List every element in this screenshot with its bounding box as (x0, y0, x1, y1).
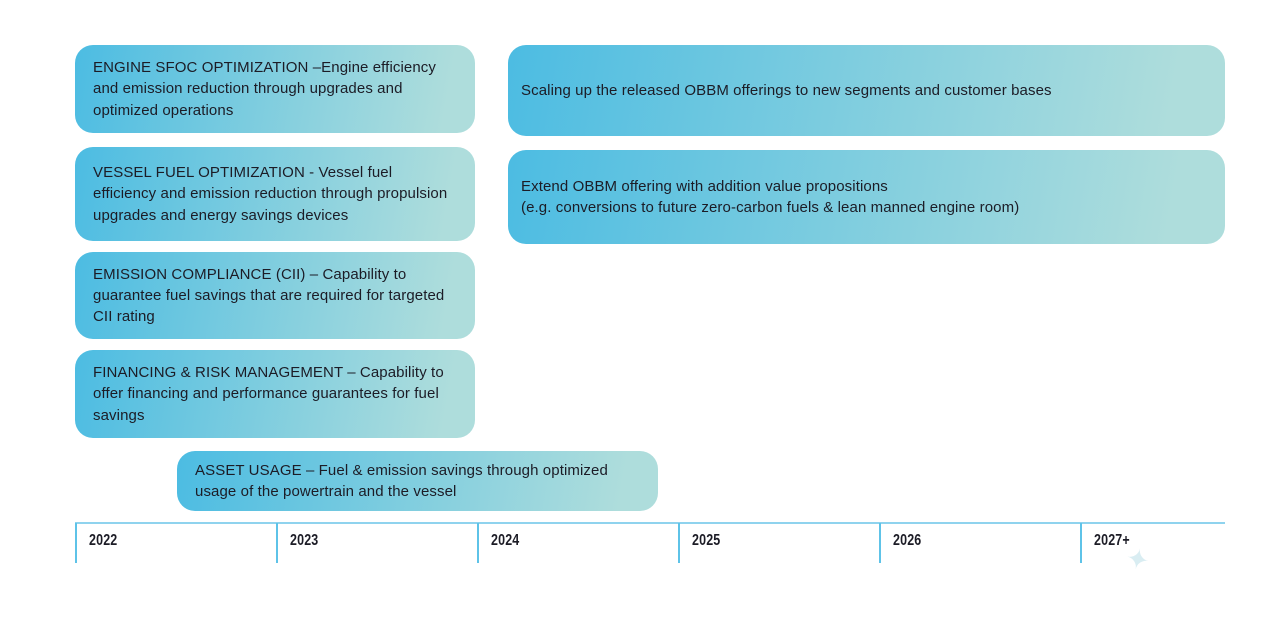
timeline-year-label: 2027+ (1094, 532, 1130, 549)
roadmap-box-scaling-up-text: Scaling up the released OBBM offerings t… (521, 81, 1052, 99)
roadmap-box-asset-usage-text: ASSET USAGE – Fuel & emission savings th… (195, 461, 608, 500)
roadmap-box-scaling-up: Scaling up the released OBBM offerings t… (508, 45, 1225, 136)
roadmap-box-vessel-fuel-text: VESSEL FUEL OPTIMIZATION - Vessel fuel e… (93, 164, 448, 224)
extend-obbm-line2: (e.g. conversions to future zero-carbon … (521, 199, 1020, 216)
timeline-year-label: 2026 (893, 532, 922, 549)
timeline-axis-line (75, 522, 1225, 524)
sparkle-icon: ✦ (1123, 541, 1153, 578)
roadmap-box-engine-sfoc-text: ENGINE SFOC OPTIMIZATION –Engine efficie… (93, 59, 437, 119)
roadmap-box-financing-risk-text: FINANCING & RISK MANAGEMENT – Capability… (93, 364, 444, 424)
timeline-cell-2022: 2022 (75, 523, 276, 563)
roadmap-box-asset-usage: ASSET USAGE – Fuel & emission savings th… (177, 451, 658, 511)
timeline-cell-2026: 2026 (879, 523, 1080, 563)
timeline-year-label: 2022 (89, 532, 118, 549)
roadmap-box-vessel-fuel: VESSEL FUEL OPTIMIZATION - Vessel fuel e… (75, 147, 475, 241)
roadmap-box-extend-obbm-text: Extend OBBM offering with addition value… (508, 176, 1032, 219)
roadmap-box-engine-sfoc: ENGINE SFOC OPTIMIZATION –Engine efficie… (75, 45, 475, 133)
roadmap-box-financing-risk: FINANCING & RISK MANAGEMENT – Capability… (75, 350, 475, 438)
timeline-cell-2023: 2023 (276, 523, 477, 563)
roadmap-box-extend-obbm: Extend OBBM offering with addition value… (508, 150, 1225, 244)
timeline-cell-2027plus: 2027+ (1080, 523, 1225, 563)
roadmap-box-emission-compliance: EMISSION COMPLIANCE (CII) – Capability t… (75, 252, 475, 339)
timeline-cell-2024: 2024 (477, 523, 678, 563)
timeline-year-label: 2025 (692, 532, 721, 549)
timeline-cell-2025: 2025 (678, 523, 879, 563)
timeline-year-label: 2024 (491, 532, 520, 549)
extend-obbm-line1: Extend OBBM offering with addition value… (521, 177, 888, 195)
timeline-year-label: 2023 (290, 532, 319, 549)
roadmap-box-emission-compliance-text: EMISSION COMPLIANCE (CII) – Capability t… (93, 265, 445, 326)
